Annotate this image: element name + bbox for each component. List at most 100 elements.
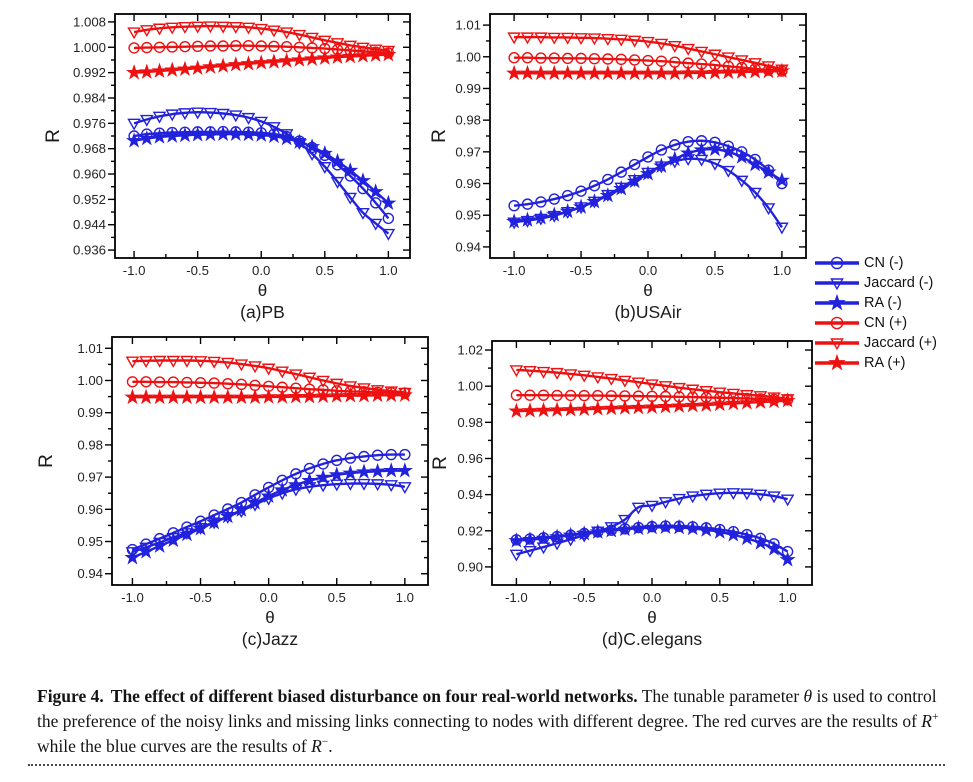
- circle-marker-icon: [815, 316, 859, 330]
- svg-text:0.94: 0.94: [457, 487, 483, 502]
- legend-item: CN (-): [814, 253, 973, 273]
- legend-item: Jaccard (+): [814, 333, 973, 353]
- dotted-separator: [28, 758, 945, 766]
- svg-text:1.00: 1.00: [455, 49, 481, 64]
- svg-text:0.94: 0.94: [77, 566, 103, 581]
- svg-text:0.992: 0.992: [73, 65, 106, 80]
- series-RA-: [124, 462, 413, 565]
- r-minus-symbol: R: [311, 735, 322, 756]
- theta-symbol: θ: [803, 686, 813, 706]
- y-axis-title: R: [429, 129, 450, 143]
- svg-text:0.976: 0.976: [73, 116, 106, 131]
- legend-item-label: Jaccard (-): [864, 275, 934, 291]
- x-axis-title: θ: [265, 608, 274, 627]
- svg-text:0.95: 0.95: [77, 534, 103, 549]
- caption-bold: Figure 4. The effect of different biased …: [37, 686, 638, 706]
- r-minus-sup: −: [321, 735, 329, 748]
- svg-text:0.984: 0.984: [73, 90, 106, 105]
- svg-text:0.0: 0.0: [252, 263, 270, 278]
- svg-text:-1.0: -1.0: [121, 590, 144, 605]
- star-marker-icon: [815, 353, 859, 371]
- svg-text:0.99: 0.99: [455, 81, 481, 96]
- svg-text:0.0: 0.0: [643, 590, 661, 605]
- svg-text:-0.5: -0.5: [189, 590, 212, 605]
- svg-text:0.936: 0.936: [73, 243, 106, 258]
- svg-text:0.97: 0.97: [455, 144, 481, 159]
- svg-text:0.944: 0.944: [73, 217, 106, 232]
- svg-text:-0.5: -0.5: [186, 263, 209, 278]
- plot-frame: [489, 13, 807, 259]
- svg-text:0.92: 0.92: [457, 523, 483, 538]
- svg-text:0.5: 0.5: [316, 263, 334, 278]
- tick-labels: -1.0 -0.5 0.0 0.5 1.0 0.936 0.944 0.952 0.960 0.9…: [73, 14, 398, 278]
- svg-text:0.0: 0.0: [259, 590, 277, 605]
- plot-frame: [114, 13, 411, 259]
- series-CN+: [508, 52, 788, 77]
- legend-item-label: CN (+): [864, 315, 908, 331]
- plot-frame: [111, 336, 429, 586]
- svg-text:-1.0: -1.0: [505, 590, 528, 605]
- series-CN+: [510, 389, 794, 406]
- x-axis-title: θ: [258, 281, 267, 300]
- caption-text-2: is used to control the preference of the…: [37, 686, 937, 731]
- legend-item: CN (+): [814, 313, 973, 333]
- r-plus-sup: +: [932, 711, 939, 724]
- panel-title: (c)Jazz: [242, 629, 298, 649]
- series-RA-: [506, 140, 790, 229]
- svg-text:0.98: 0.98: [77, 437, 103, 452]
- circle-marker-icon: [815, 256, 859, 270]
- legend-item: Jaccard (-): [814, 273, 973, 293]
- series-Jaccard+: [127, 21, 396, 58]
- r-plus-symbol: R: [921, 710, 932, 731]
- y-axis-title: R: [36, 454, 57, 468]
- svg-text:1.0: 1.0: [396, 590, 414, 605]
- svg-text:0.94: 0.94: [455, 239, 481, 254]
- svg-text:0.952: 0.952: [73, 192, 106, 207]
- plot-frame: [491, 340, 813, 586]
- svg-text:0.5: 0.5: [706, 263, 724, 278]
- svg-text:0.99: 0.99: [77, 405, 103, 420]
- tick-labels: -1.0 -0.5 0.0 0.5 1.0 0.94 0.95 0.96 0.97 0.98 0.9…: [455, 18, 791, 278]
- series-CN+: [128, 39, 395, 59]
- y-axis-title: R: [430, 456, 451, 470]
- svg-text:1.0: 1.0: [778, 590, 796, 605]
- svg-text:0.96: 0.96: [457, 451, 483, 466]
- panel-title: (d)C.elegans: [602, 629, 702, 649]
- series-RA+: [126, 46, 397, 80]
- svg-text:0.960: 0.960: [73, 167, 106, 182]
- series-Jaccard-: [127, 107, 396, 241]
- panel-title: (a)PB: [240, 302, 285, 322]
- svg-text:1.01: 1.01: [455, 18, 481, 33]
- svg-text:0.98: 0.98: [457, 415, 483, 430]
- series-RA-: [508, 518, 796, 567]
- caption-text-4: .: [328, 735, 333, 756]
- panel-title: (b)USAir: [614, 302, 681, 322]
- svg-text:1.00: 1.00: [457, 379, 483, 394]
- svg-text:0.96: 0.96: [77, 502, 103, 517]
- svg-text:0.90: 0.90: [457, 559, 483, 574]
- caption-text-3: while the blue curves are the results of: [37, 735, 312, 756]
- x-axis-title: θ: [643, 281, 652, 300]
- svg-text:1.00: 1.00: [77, 373, 103, 388]
- legend-item: RA (+): [814, 353, 973, 373]
- figure-caption: Figure 4. The effect of different biased …: [37, 684, 940, 759]
- series-RA+: [124, 386, 413, 405]
- figure-label: Figure 4.: [37, 686, 104, 706]
- series-Jaccard+: [507, 32, 789, 77]
- svg-text:0.5: 0.5: [328, 590, 346, 605]
- svg-text:0.96: 0.96: [455, 176, 481, 191]
- svg-text:0.968: 0.968: [73, 141, 106, 156]
- chart-panel-celegans: -1.0 -0.5 0.0 0.5 1.0 0.90 0.92 0.94 0.96 0.98 1.0…: [430, 340, 813, 649]
- svg-text:0.0: 0.0: [639, 263, 657, 278]
- tick-labels: -1.0 -0.5 0.0 0.5 1.0 0.90 0.92 0.94 0.96 0.98 1.0…: [457, 343, 796, 605]
- triangle-marker-icon: [815, 278, 859, 291]
- svg-text:0.97: 0.97: [77, 470, 103, 485]
- chart-panel-usair: -1.0 -0.5 0.0 0.5 1.0 0.94 0.95 0.96 0.97 0.98 0.9…: [429, 13, 807, 322]
- svg-text:0.98: 0.98: [455, 113, 481, 128]
- y-axis-title: R: [43, 129, 64, 143]
- svg-text:0.95: 0.95: [455, 208, 481, 223]
- svg-text:-0.5: -0.5: [573, 590, 596, 605]
- x-axis-title: θ: [647, 608, 656, 627]
- series-RA+: [506, 62, 790, 81]
- svg-text:1.0: 1.0: [773, 263, 791, 278]
